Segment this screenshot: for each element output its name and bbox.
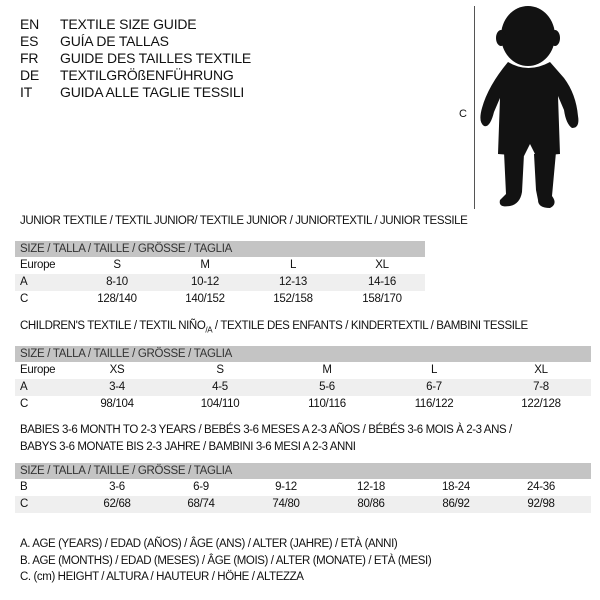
legend-a: A. AGE (YEARS) / EDAD (AÑOS) / ÂGE (ANS)…	[20, 538, 398, 550]
language-code: IT	[20, 84, 33, 100]
table-cell: 104/110	[200, 398, 240, 410]
table-cell: 116/122	[414, 398, 454, 410]
table-row: A 8-10 10-12 12-13 14-16	[15, 274, 425, 291]
table-cell: 6-7	[426, 381, 442, 393]
table-row: C 62/68 68/74 74/80 80/86 86/92 92/98	[15, 496, 591, 513]
table-cell: 80/86	[357, 498, 385, 510]
table-cell: L	[430, 364, 438, 376]
legend-b: B. AGE (MONTHS) / EDAD (MESES) / ÂGE (MO…	[20, 555, 432, 567]
row-label: C	[20, 293, 29, 305]
language-title: GUÍA DE TALLAS	[60, 33, 169, 49]
table-cell: 128/140	[97, 293, 137, 305]
junior-heading: JUNIOR TEXTILE / TEXTIL JUNIOR/ TEXTILE …	[20, 215, 468, 227]
table-row: C 128/140 140/152 152/158 158/170	[15, 291, 425, 308]
language-code: DE	[20, 67, 40, 83]
table-cell: M	[322, 364, 332, 376]
table-cell: 24-36	[527, 481, 555, 493]
table-cell: 18-24	[442, 481, 470, 493]
size-header: SIZE / TALLA / TAILLE / GRÖSSE / TAGLIA	[15, 463, 591, 479]
table-cell: S	[113, 259, 121, 271]
table-cell: 12-13	[279, 276, 307, 288]
table-cell: 5-6	[319, 381, 335, 393]
children-heading-rest: / TEXTILE DES ENFANTS / KINDERTEXTIL / B…	[212, 320, 528, 332]
children-size-table: SIZE / TALLA / TAILLE / GRÖSSE / TAGLIA E…	[15, 346, 591, 413]
table-cell: 9-12	[275, 481, 297, 493]
row-label: B	[20, 481, 28, 493]
table-row: B 3-6 6-9 9-12 12-18 18-24 24-36	[15, 479, 591, 496]
babies-size-table: SIZE / TALLA / TAILLE / GRÖSSE / TAGLIA B…	[15, 463, 591, 513]
row-label: C	[20, 498, 29, 510]
table-row: Europe S M L XL	[15, 257, 425, 274]
table-row: A 3-4 4-5 5-6 6-7 7-8	[15, 379, 591, 396]
language-code: ES	[20, 33, 39, 49]
row-label: C	[20, 398, 29, 410]
table-cell: L	[289, 259, 297, 271]
child-silhouette-icon	[480, 6, 579, 208]
table-cell: 152/158	[273, 293, 313, 305]
table-cell: XL	[534, 364, 548, 376]
size-header: SIZE / TALLA / TAILLE / GRÖSSE / TAGLIA	[15, 346, 591, 362]
height-measure-line	[474, 6, 475, 209]
row-label: A	[20, 276, 28, 288]
table-cell: 122/128	[521, 398, 561, 410]
table-cell: 8-10	[106, 276, 128, 288]
table-cell: XS	[109, 364, 125, 376]
table-cell: 158/170	[362, 293, 402, 305]
table-cell: 74/80	[272, 498, 300, 510]
measure-label: C	[459, 108, 467, 120]
children-heading-sub: /A	[205, 325, 213, 335]
junior-size-table: SIZE / TALLA / TAILLE / GRÖSSE / TAGLIA E…	[15, 241, 425, 308]
table-cell: 86/92	[442, 498, 470, 510]
table-cell: 3-6	[109, 481, 125, 493]
row-label: Europe	[20, 259, 56, 271]
language-title: GUIDE DES TAILLES TEXTILE	[60, 50, 252, 66]
table-cell: 4-5	[212, 381, 228, 393]
table-cell: M	[200, 259, 210, 271]
row-label: A	[20, 381, 28, 393]
table-cell: 6-9	[193, 481, 209, 493]
size-header: SIZE / TALLA / TAILLE / GRÖSSE / TAGLIA	[15, 241, 425, 257]
table-cell: 14-16	[368, 276, 396, 288]
table-row: C 98/104 104/110 110/116 116/122 122/128	[15, 396, 591, 413]
language-title: TEXTILGRÖßENFÜHRUNG	[60, 67, 234, 83]
table-cell: 12-18	[357, 481, 385, 493]
row-label: Europe	[20, 364, 56, 376]
language-code: FR	[20, 50, 39, 66]
babies-heading-line1: BABIES 3-6 MONTH TO 2-3 YEARS / BEBÉS 3-…	[20, 424, 512, 436]
table-cell: 7-8	[533, 381, 549, 393]
table-cell: 92/98	[527, 498, 555, 510]
table-cell: 140/152	[185, 293, 225, 305]
table-cell: 98/104	[100, 398, 134, 410]
table-row: Europe XS S M L XL	[15, 362, 591, 379]
language-title: GUIDA ALLE TAGLIE TESSILI	[60, 84, 245, 100]
table-cell: 3-4	[109, 381, 125, 393]
table-cell: 62/68	[103, 498, 131, 510]
children-heading: CHILDREN'S TEXTILE / TEXTIL NIÑO/A / TEX…	[20, 320, 528, 334]
babies-heading-line2: BABYS 3-6 MONATE BIS 2-3 JAHRE / BAMBINI…	[20, 441, 356, 453]
children-heading-text: CHILDREN'S TEXTILE / TEXTIL NIÑO	[20, 320, 206, 332]
table-cell: 68/74	[187, 498, 215, 510]
legend-c: C. (cm) HEIGHT / ALTURA / HAUTEUR / HÖHE…	[20, 571, 304, 583]
table-cell: 110/116	[308, 398, 346, 410]
table-cell: 10-12	[191, 276, 219, 288]
language-title: TEXTILE SIZE GUIDE	[60, 16, 197, 32]
language-code: EN	[20, 16, 40, 32]
table-cell: XL	[375, 259, 389, 271]
table-cell: S	[216, 364, 224, 376]
